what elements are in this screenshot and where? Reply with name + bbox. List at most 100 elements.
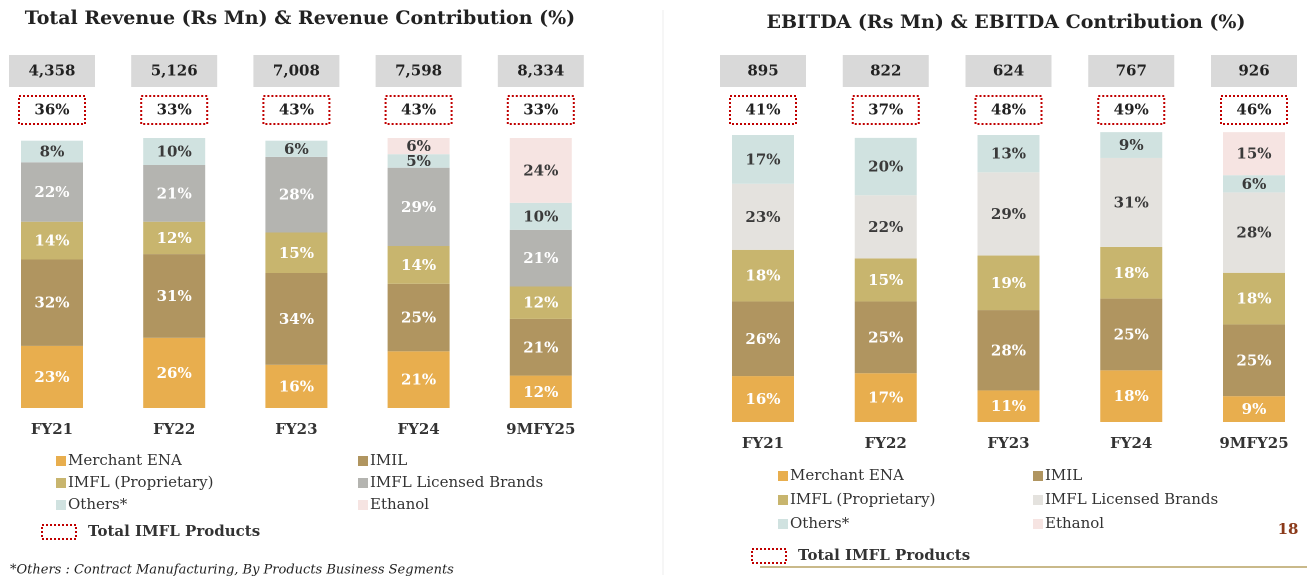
legend-swatch — [358, 500, 368, 510]
total-box — [720, 55, 806, 87]
segment-label: 21% — [401, 371, 436, 389]
bar-segment — [21, 259, 83, 346]
segment-label: 19% — [991, 274, 1026, 292]
legend-swatch — [1033, 495, 1043, 505]
segment-label: 20% — [868, 158, 903, 176]
segment-label: 18% — [745, 267, 780, 285]
legend-swatch — [778, 471, 788, 481]
total-label: 822 — [870, 62, 901, 80]
bar-segment — [1100, 157, 1163, 247]
segment-label: 25% — [1236, 351, 1271, 369]
bar-segment — [732, 376, 794, 422]
segment-label: 18% — [1114, 264, 1149, 282]
segment-label: 15% — [868, 271, 903, 289]
total-label: 624 — [993, 62, 1024, 80]
bar-segment — [977, 135, 1040, 173]
x-tick-label: FY21 — [31, 420, 73, 438]
imfl-label: 43% — [401, 101, 436, 119]
total-label: 7,008 — [273, 62, 320, 80]
legend-label: Others* — [68, 495, 128, 513]
bar-segment — [854, 137, 917, 196]
bar-segment — [21, 345, 83, 408]
imfl-label: 43% — [279, 101, 314, 119]
imfl-label: 33% — [523, 101, 558, 119]
segment-label: 25% — [401, 309, 436, 327]
segment-label: 14% — [34, 232, 69, 250]
legend-imfl-box — [751, 548, 787, 564]
bar-segment — [143, 254, 206, 338]
x-tick-label: 9MFY25 — [506, 420, 575, 438]
bar-segment — [977, 390, 1040, 422]
legend-imfl-label: Total IMFL Products — [88, 522, 260, 540]
bar-segment — [509, 318, 572, 376]
segment-label: 23% — [34, 368, 69, 386]
bar-segment — [977, 310, 1040, 391]
chart-title: EBITDA (Rs Mn) & EBITDA Contribution (%) — [767, 11, 1246, 33]
bar-segment — [854, 195, 917, 259]
legend-swatch — [1033, 471, 1043, 481]
x-tick-label: FY24 — [397, 420, 439, 438]
legend-label: Ethanol — [370, 495, 429, 513]
bar-segment — [143, 337, 206, 408]
segment-label: 8% — [40, 143, 65, 161]
total-box — [497, 55, 584, 87]
legend-swatch — [56, 478, 66, 488]
bar-segment — [143, 221, 206, 255]
segment-label: 28% — [279, 186, 314, 204]
bar-segment — [1223, 175, 1285, 193]
legend-label: Ethanol — [1045, 514, 1104, 532]
bar-segment — [977, 255, 1040, 311]
segment-label: 26% — [157, 364, 192, 382]
legend-label: IMIL — [370, 451, 407, 469]
bar-segment — [977, 172, 1040, 256]
bar-segment — [854, 373, 917, 422]
bar-segment — [1223, 396, 1285, 422]
segment-label: 25% — [868, 328, 903, 346]
legend-swatch — [358, 478, 368, 488]
x-tick-label: 9MFY25 — [1219, 434, 1288, 452]
total-label: 5,126 — [151, 62, 198, 80]
bar-segment — [387, 351, 450, 408]
segment-label: 24% — [523, 161, 558, 179]
bar-segment — [732, 249, 794, 302]
bar-segment — [509, 229, 572, 287]
segment-label: 6% — [284, 140, 309, 158]
bar-segment — [854, 258, 917, 302]
legend-imfl-box — [41, 524, 77, 540]
legend-label: IMFL (Proprietary) — [790, 490, 935, 508]
bar-segment — [21, 221, 83, 260]
bar-segment — [387, 246, 450, 284]
imfl-box — [974, 95, 1043, 125]
segment-label: 29% — [401, 198, 436, 216]
segment-label: 23% — [745, 208, 780, 226]
total-label: 767 — [1116, 62, 1147, 80]
legend-swatch — [778, 519, 788, 529]
bar-segment — [265, 364, 328, 408]
total-label: 7,598 — [395, 62, 442, 80]
bar-segment — [21, 162, 83, 222]
legend-imfl-label: Total IMFL Products — [798, 546, 970, 564]
legend-swatch — [1033, 519, 1043, 529]
bar-segment — [732, 135, 794, 184]
x-tick-label: FY24 — [1110, 434, 1152, 452]
bar-segment — [1100, 298, 1163, 371]
bar-segment — [387, 154, 450, 168]
bar-segment — [509, 286, 572, 319]
segment-label: 5% — [406, 152, 431, 170]
imfl-label: 36% — [34, 101, 69, 119]
x-tick-label: FY22 — [153, 420, 195, 438]
x-tick-label: FY23 — [275, 420, 317, 438]
segment-label: 14% — [401, 256, 436, 274]
bar-segment — [1100, 370, 1163, 422]
legend-label: Merchant ENA — [790, 466, 904, 484]
x-tick-label: FY23 — [987, 434, 1029, 452]
segment-label: 18% — [1236, 290, 1271, 308]
total-box — [253, 55, 340, 87]
segment-label: 12% — [523, 294, 558, 312]
bar-segment — [265, 232, 328, 273]
imfl-box — [851, 95, 920, 125]
segment-label: 22% — [868, 218, 903, 236]
segment-label: 31% — [1114, 193, 1149, 211]
bar-segment — [1100, 246, 1163, 299]
imfl-box — [506, 95, 575, 125]
